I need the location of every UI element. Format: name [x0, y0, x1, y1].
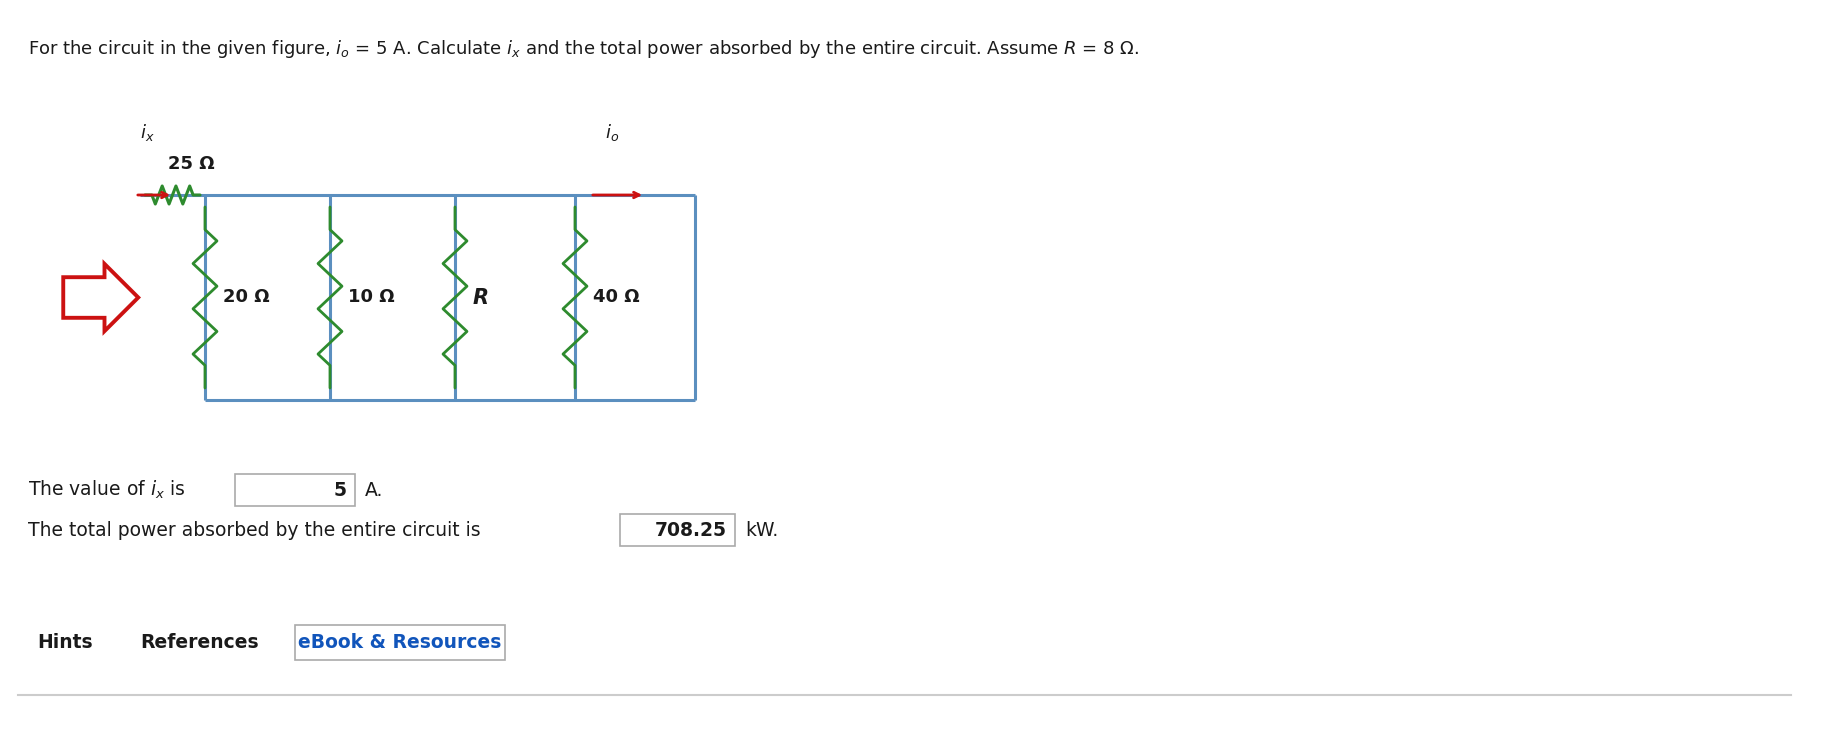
- Text: 40 Ω: 40 Ω: [592, 288, 640, 307]
- Text: R: R: [473, 288, 490, 307]
- Text: 10 Ω: 10 Ω: [347, 288, 395, 307]
- Text: 20 Ω: 20 Ω: [223, 288, 269, 307]
- Text: 708.25: 708.25: [654, 520, 728, 539]
- Text: kW.: kW.: [746, 520, 779, 539]
- Text: 5: 5: [335, 480, 347, 499]
- FancyBboxPatch shape: [236, 474, 355, 506]
- Text: References: References: [141, 633, 260, 652]
- Text: For the circuit in the given figure, $i_o$ = 5 A. Calculate $i_x$ and the total : For the circuit in the given figure, $i_…: [27, 38, 1139, 60]
- Text: Hints: Hints: [37, 633, 93, 652]
- Text: eBook & Resources: eBook & Resources: [298, 633, 501, 652]
- Text: The total power absorbed by the entire circuit is: The total power absorbed by the entire c…: [27, 520, 481, 539]
- Text: A.: A.: [366, 480, 384, 499]
- Text: $i_x$: $i_x$: [141, 122, 155, 143]
- Text: 25 Ω: 25 Ω: [168, 155, 214, 173]
- FancyBboxPatch shape: [294, 625, 505, 660]
- FancyBboxPatch shape: [620, 514, 735, 546]
- Text: $i_o$: $i_o$: [605, 122, 620, 143]
- Text: The value of $i_x$ is: The value of $i_x$ is: [27, 479, 186, 502]
